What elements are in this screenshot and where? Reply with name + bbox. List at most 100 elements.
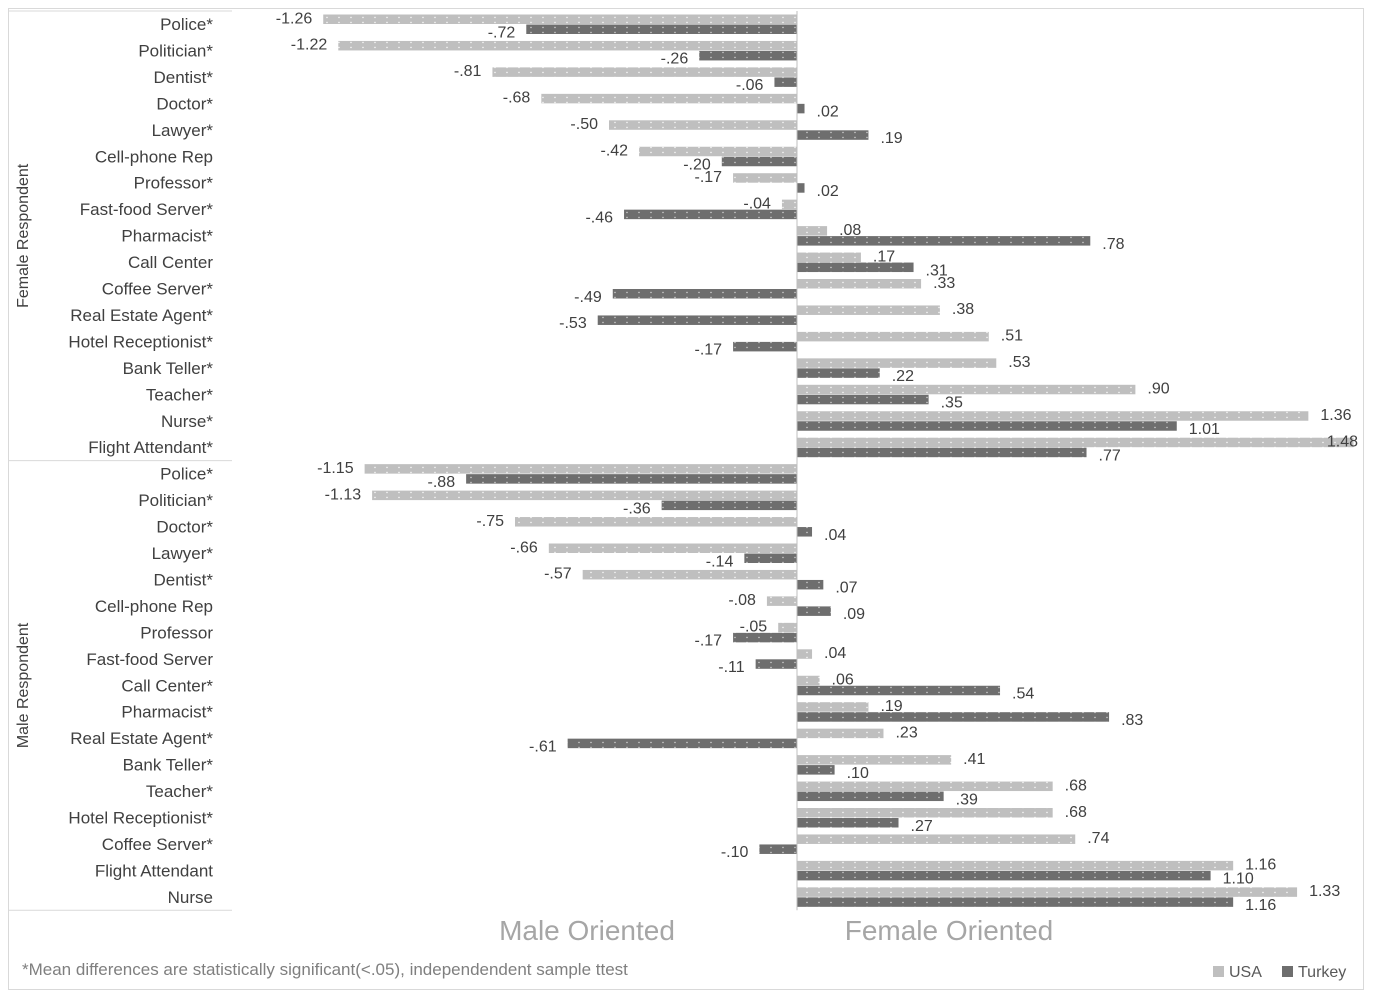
bar-turkey xyxy=(612,289,797,299)
data-label-usa: -1.22 xyxy=(291,37,328,54)
data-label-turkey: -.46 xyxy=(585,209,613,226)
data-label-usa: .06 xyxy=(832,672,854,689)
category-label: Hotel Receptionist* xyxy=(68,332,213,351)
bar-turkey xyxy=(721,156,797,167)
legend-label-usa: USA xyxy=(1229,964,1262,981)
category-label: Nurse* xyxy=(161,412,213,431)
category-label: Police* xyxy=(160,465,213,484)
bar-usa xyxy=(548,543,797,553)
category-label: Flight Attendant* xyxy=(88,438,213,457)
legend: USA Turkey xyxy=(1213,964,1346,981)
data-label-turkey: .19 xyxy=(880,130,902,147)
bar-usa xyxy=(797,305,940,315)
bar-usa xyxy=(781,199,797,210)
data-label-turkey: -.11 xyxy=(718,659,744,676)
bar-usa xyxy=(778,622,797,633)
category-label: Bank Teller* xyxy=(123,756,214,775)
bar-turkey xyxy=(797,103,805,114)
bar-usa xyxy=(797,808,1053,818)
bar-turkey xyxy=(774,77,797,87)
data-label-turkey: -.10 xyxy=(721,844,749,861)
data-label-usa: -.04 xyxy=(743,195,771,212)
data-label-turkey: -.17 xyxy=(695,633,723,650)
data-label-turkey: .77 xyxy=(1099,447,1121,464)
group-label: Female Respondent xyxy=(15,163,32,308)
bar-turkey xyxy=(797,130,869,140)
bar-usa xyxy=(797,437,1354,448)
data-label-usa: .08 xyxy=(839,222,861,239)
bar-usa xyxy=(797,887,1298,897)
data-label-turkey: .04 xyxy=(824,527,846,544)
bar-usa xyxy=(541,93,797,104)
data-label-usa: -1.13 xyxy=(325,486,362,503)
bar-turkey xyxy=(797,791,944,802)
category-label: Politician* xyxy=(138,491,213,510)
category-label: Nurse xyxy=(168,888,213,907)
bar-usa xyxy=(797,860,1234,871)
bar-usa xyxy=(797,411,1309,421)
bar-turkey xyxy=(797,818,899,828)
data-label-usa: -.81 xyxy=(454,63,482,80)
bar-turkey xyxy=(755,659,797,669)
category-label: Flight Attendant xyxy=(95,861,213,880)
data-label-turkey: -.61 xyxy=(529,738,557,755)
data-label-turkey: -.36 xyxy=(623,500,651,517)
bar-turkey xyxy=(624,209,797,220)
data-label-usa: -1.15 xyxy=(317,460,354,477)
bar-turkey xyxy=(597,315,797,325)
bar-turkey xyxy=(797,712,1110,722)
category-label: Bank Teller* xyxy=(123,359,214,378)
category-label: Coffee Server* xyxy=(102,280,214,299)
bar-usa xyxy=(797,279,922,289)
category-label: Professor xyxy=(140,623,213,642)
data-label-turkey: 1.10 xyxy=(1223,871,1254,888)
bar-turkey xyxy=(797,897,1234,907)
legend-label-turkey: Turkey xyxy=(1298,964,1346,981)
bar-turkey xyxy=(744,553,797,563)
bar-turkey xyxy=(797,606,831,616)
data-label-usa: .51 xyxy=(1001,328,1023,345)
category-label: Real Estate Agent* xyxy=(70,306,213,325)
data-label-usa: -.66 xyxy=(510,539,538,556)
data-label-usa: .68 xyxy=(1065,804,1087,821)
bar-usa xyxy=(797,649,813,659)
data-label-turkey: -.14 xyxy=(706,553,734,570)
bar-turkey xyxy=(797,236,1091,246)
data-label-turkey: 1.16 xyxy=(1245,897,1276,914)
data-label-usa: 1.33 xyxy=(1309,883,1340,900)
bar-turkey xyxy=(733,341,797,352)
bar-usa xyxy=(582,569,797,580)
bar-turkey xyxy=(526,24,797,34)
data-label-turkey: -.53 xyxy=(559,315,587,332)
data-label-turkey: .35 xyxy=(941,395,963,412)
category-label: Fast-food Server xyxy=(86,650,213,669)
data-label-usa: .90 xyxy=(1147,381,1169,398)
category-label: Coffee Server* xyxy=(102,835,214,854)
bar-turkey xyxy=(759,844,797,854)
bar-turkey xyxy=(797,765,835,775)
data-label-turkey: .07 xyxy=(835,580,857,597)
category-label: Pharmacist* xyxy=(121,227,213,246)
bar-usa xyxy=(797,755,952,765)
bar-usa xyxy=(797,226,828,236)
data-label-usa: .41 xyxy=(963,751,985,768)
category-label: Hotel Receptionist* xyxy=(68,809,213,828)
data-label-turkey: -.88 xyxy=(428,474,456,491)
category-label: Doctor* xyxy=(156,518,213,537)
bar-usa xyxy=(797,675,820,686)
category-label: Pharmacist* xyxy=(121,703,213,722)
data-label-turkey: .02 xyxy=(817,183,839,200)
category-label: Lawyer* xyxy=(152,544,214,563)
bar-usa xyxy=(639,146,797,157)
bar-turkey xyxy=(797,527,813,537)
category-label: Police* xyxy=(160,15,213,34)
data-label-usa: .04 xyxy=(824,645,846,662)
bar-turkey xyxy=(797,421,1177,431)
data-label-usa: .38 xyxy=(952,301,974,318)
bar-usa xyxy=(733,173,797,183)
bar-usa xyxy=(797,358,997,368)
bar-turkey xyxy=(699,50,797,61)
data-label-turkey: .02 xyxy=(817,104,839,121)
